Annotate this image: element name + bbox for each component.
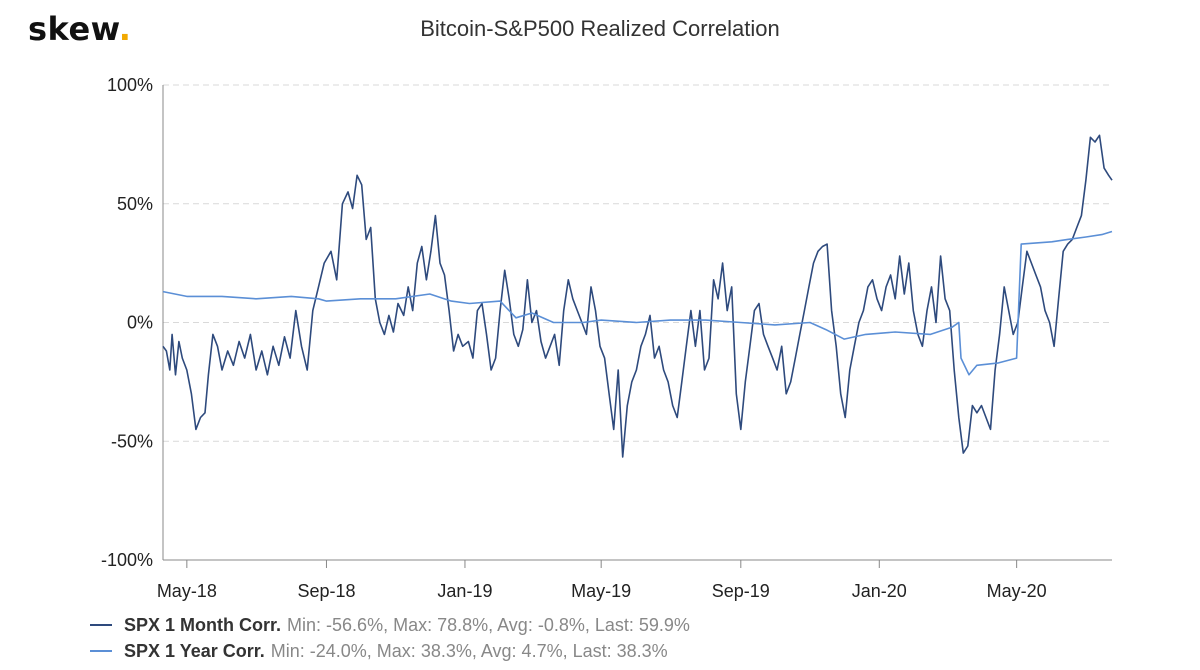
legend-stats: Min: -56.6%, Max: 78.8%, Avg: -0.8%, Las…	[287, 614, 690, 635]
x-tick-label: Jan-20	[852, 581, 907, 601]
skew-logo: skew.	[28, 10, 132, 48]
x-tick-label: May-19	[571, 581, 631, 601]
chart-title: Bitcoin-S&P500 Realized Correlation	[420, 16, 780, 41]
legend-swatch-1-year	[90, 650, 112, 652]
legend-label: SPX 1 Year Corr.	[124, 640, 265, 661]
y-tick-label: -50%	[111, 431, 153, 451]
x-tick-label: May-20	[987, 581, 1047, 601]
y-tick-label: 100%	[107, 75, 153, 95]
line-chart: 100%50%0%-50%-100% May-18 Sep-18 Jan-19 May…	[101, 75, 1113, 601]
legend-swatch-1-month	[90, 624, 112, 626]
y-tick-label: 0%	[127, 313, 153, 333]
series-lines	[162, 134, 1113, 458]
series-line-1-year	[162, 230, 1113, 376]
x-tick-label: Jan-19	[437, 581, 492, 601]
x-axis: May-18 Sep-18 Jan-19 May-19 Sep-19 Jan-20 May-…	[157, 559, 1112, 601]
y-tick-label: 50%	[117, 194, 153, 214]
y-tick-label: -100%	[101, 550, 153, 570]
legend-stats: Min: -24.0%, Max: 38.3%, Avg: 4.7%, Last…	[270, 640, 668, 661]
legend: SPX 1 Month Corr. Min: -56.6%, Max: 78.8…	[90, 612, 690, 664]
legend-label: SPX 1 Month Corr.	[124, 614, 282, 635]
series-line-1-month	[162, 134, 1113, 458]
y-axis-ticks: 100% 50% 0% -50% -100%	[101, 75, 164, 570]
x-tick-label: Sep-18	[297, 581, 355, 601]
x-tick-label: Sep-19	[712, 581, 770, 601]
legend-item-1-year[interactable]: SPX 1 Year Corr. Min: -24.0%, Max: 38.3%…	[90, 638, 690, 664]
gridlines	[163, 84, 1112, 442]
legend-item-1-month[interactable]: SPX 1 Month Corr. Min: -56.6%, Max: 78.8…	[90, 612, 690, 638]
x-tick-label: May-18	[157, 581, 217, 601]
